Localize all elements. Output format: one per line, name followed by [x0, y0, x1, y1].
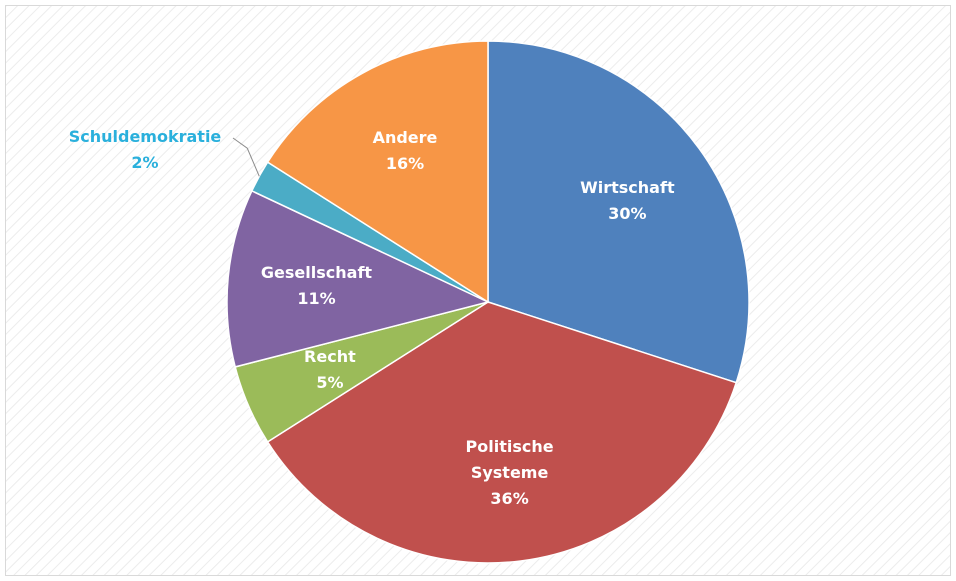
category-label: Andere: [372, 128, 438, 148]
value-label: 5%: [316, 373, 344, 393]
category-label: Gesellschaft: [260, 262, 373, 282]
value-label: 2%: [131, 153, 159, 172]
category-label: Recht: [304, 347, 356, 367]
pie-slice: [487, 40, 750, 384]
category-label: Politische Systeme: [465, 436, 554, 482]
data-label: Politische Systeme 36%: [450, 434, 570, 512]
pie-slice: [266, 40, 489, 304]
leader-line: [232, 137, 260, 177]
data-label: Schuldemokratie 2%: [45, 124, 245, 176]
data-label: Andere 16%: [345, 125, 465, 177]
pie-slice: [226, 189, 491, 368]
data-label: Gesellschaft 11%: [257, 260, 377, 312]
pie-slice: [266, 301, 738, 564]
category-label: Schuldemokratie: [68, 127, 222, 146]
value-label: 30%: [608, 203, 647, 223]
value-label: 36%: [490, 488, 529, 508]
value-label: 16%: [385, 154, 425, 174]
data-label: Wirtschaft 30%: [567, 175, 687, 227]
data-label: Recht 5%: [270, 344, 390, 396]
value-label: 11%: [297, 288, 336, 308]
category-label: Wirtschaft: [580, 177, 675, 197]
